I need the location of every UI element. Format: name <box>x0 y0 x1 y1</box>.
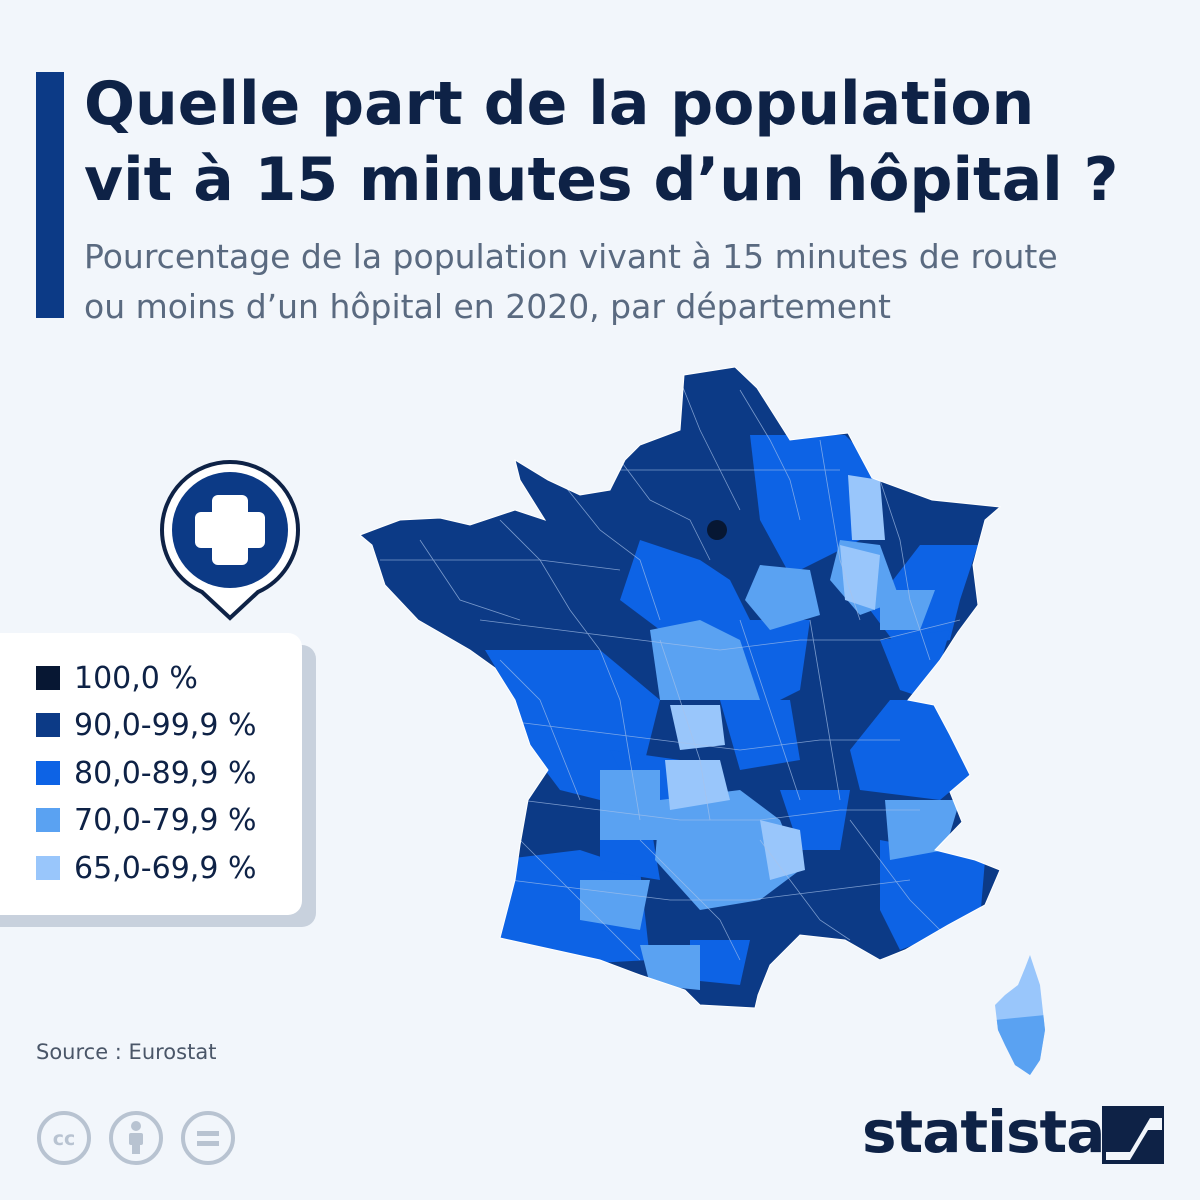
legend-item-90-99: 90,0-99,9 % <box>36 707 257 743</box>
attribution-icon[interactable] <box>108 1110 164 1166</box>
legend: 100,0 % 90,0-99,9 % 80,0-89,9 % 70,0-79,… <box>0 633 302 915</box>
legend-item-70-79: 70,0-79,9 % <box>36 802 257 838</box>
subtitle-line-1: Pourcentage de la population vivant à 15… <box>84 237 1058 276</box>
legend-label: 90,0-99,9 % <box>74 707 257 743</box>
legend-swatch <box>36 713 60 737</box>
zone-65-69 <box>665 475 885 880</box>
legend-item-100: 100,0 % <box>36 660 198 696</box>
legend-label: 100,0 % <box>74 660 198 696</box>
france-map <box>360 367 1000 1008</box>
legend-label: 70,0-79,9 % <box>74 802 257 838</box>
page-subtitle: Pourcentage de la population vivant à 15… <box>84 232 1184 332</box>
title-accent-bar <box>36 72 64 318</box>
source-note: Source : Eurostat <box>36 1040 217 1064</box>
legend-item-65-69: 65,0-69,9 % <box>36 850 257 886</box>
statista-logo-icon <box>1102 1106 1164 1164</box>
zone-70-79 <box>580 540 960 990</box>
no-derivatives-icon[interactable] <box>180 1110 236 1166</box>
statista-logo-text: statista <box>862 1098 1105 1166</box>
legend-swatch <box>36 808 60 832</box>
legend-swatch <box>36 856 60 880</box>
legend-label: 65,0-69,9 % <box>74 850 257 886</box>
legend-swatch <box>36 666 60 690</box>
legend-swatch <box>36 761 60 785</box>
legend-item-80-89: 80,0-89,9 % <box>36 755 257 791</box>
cc-icon[interactable]: cc <box>36 1110 92 1166</box>
hospital-cross-pin-icon <box>159 460 301 621</box>
legend-label: 80,0-89,9 % <box>74 755 257 791</box>
page-title: Quelle part de la population vit à 15 mi… <box>84 66 1184 218</box>
svg-text:cc: cc <box>53 1128 76 1150</box>
zone-100 <box>707 520 727 540</box>
subtitle-line-2: ou moins d’un hôpital en 2020, par dépar… <box>84 287 891 326</box>
corsica-map <box>995 955 1045 1075</box>
title-line-1: Quelle part de la population <box>84 69 1035 139</box>
france-outline <box>359 366 1002 1009</box>
title-line-2: vit à 15 minutes d’un hôpital ? <box>84 145 1119 215</box>
department-borders <box>380 379 961 961</box>
